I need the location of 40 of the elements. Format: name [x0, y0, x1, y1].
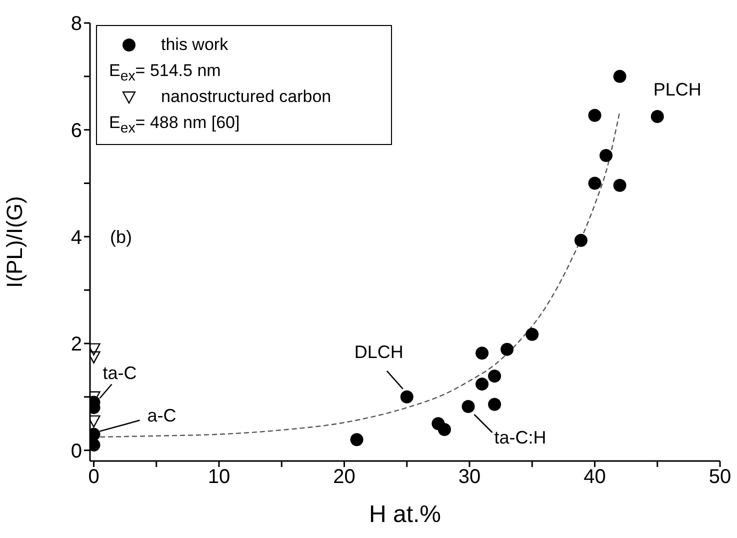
- x-tick-label: 20: [333, 466, 356, 488]
- point: [400, 390, 414, 404]
- point: [488, 370, 502, 383]
- annotation: a-C: [147, 405, 176, 426]
- point: [588, 176, 602, 190]
- point: [438, 422, 451, 436]
- annotation: E$_{ex}$= 488 nm [60]: [109, 112, 241, 136]
- point: [613, 70, 626, 83]
- point: [462, 400, 475, 414]
- point: [476, 346, 489, 360]
- point: [476, 378, 489, 391]
- x-axis-title: H at.%: [368, 501, 442, 528]
- y-tick-label: 8: [70, 13, 82, 36]
- y-axis-title: I(PL)/I(G): [2, 196, 27, 288]
- y-tick-label: 6: [70, 120, 82, 142]
- annotation: ta-C:H: [494, 427, 546, 448]
- y-tick-label: 2: [70, 334, 82, 356]
- annotation: E$_{ex}$= 514.5 nm: [109, 60, 222, 84]
- annotation: ta-C: [102, 362, 137, 383]
- point: [574, 234, 588, 247]
- legend-label: nanostructured carbon: [161, 87, 332, 107]
- x-tick-label: 30: [458, 466, 481, 488]
- point: [613, 178, 626, 192]
- point: [500, 342, 514, 356]
- point: [350, 433, 364, 446]
- legend-label: this work: [161, 35, 228, 55]
- x-tick-label: 40: [584, 466, 606, 488]
- annotation: (b): [110, 227, 132, 248]
- point: [650, 110, 664, 123]
- annotation: DLCH: [354, 342, 404, 362]
- x-tick-label: 0: [88, 466, 100, 488]
- x-tick-label: 50: [708, 466, 732, 488]
- point: [526, 328, 539, 341]
- point: [600, 148, 613, 162]
- annotation: PLCH: [653, 79, 702, 100]
- y-tick-label: 0: [70, 440, 82, 462]
- point: [488, 398, 502, 411]
- x-tick-label: 10: [208, 466, 230, 488]
- y-tick-label: 4: [70, 226, 82, 249]
- point: [588, 108, 602, 122]
